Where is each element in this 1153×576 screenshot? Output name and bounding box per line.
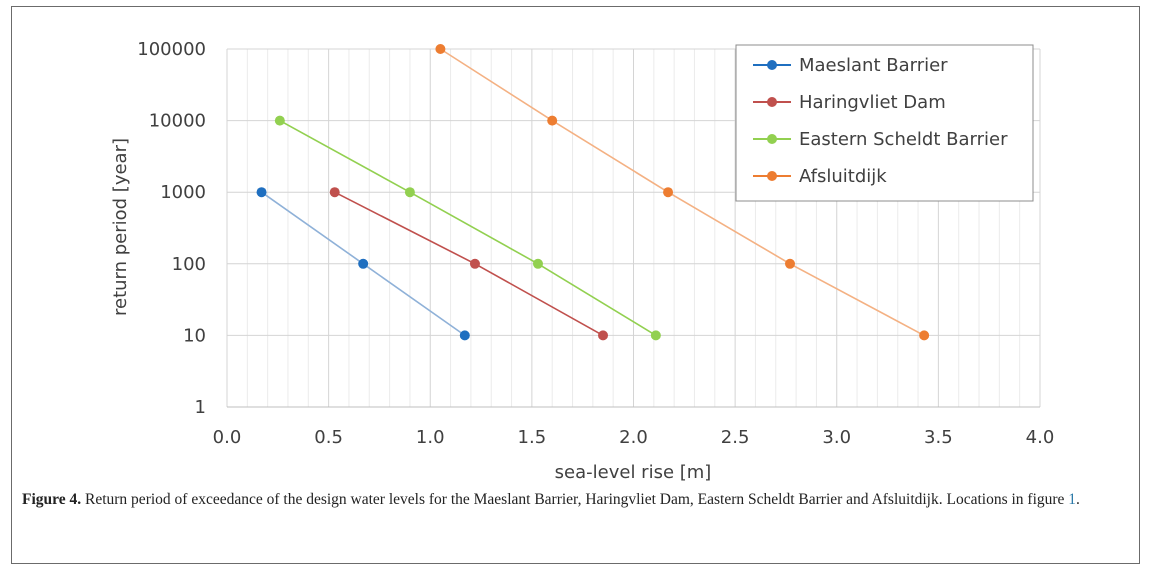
x-tick-label: 1.5 (518, 427, 547, 448)
caption-end: . (1076, 491, 1080, 508)
figure-frame (11, 6, 1140, 564)
series-group (256, 44, 930, 341)
y-tick-label: 100 (172, 254, 206, 275)
legend: Maeslant Barrier Haringvliet Dam Eastern S… (735, 44, 1034, 202)
caption-figure-link[interactable]: 1 (1068, 491, 1077, 508)
y-tick-label: 1000 (160, 182, 206, 203)
caption-text: Return period of exceedance of the desig… (81, 491, 1069, 508)
legend-label: Afsluitdijk (799, 166, 887, 187)
x-axis-label: sea-level rise [m] (555, 462, 712, 483)
y-tick-label: 100000 (137, 39, 206, 60)
y-tick-label: 10 (183, 325, 206, 346)
x-tick-label: 0.5 (314, 427, 343, 448)
legend-marker (767, 134, 777, 144)
data-point (663, 187, 674, 198)
legend-marker (767, 60, 777, 70)
legend-label: Maeslant Barrier (799, 55, 948, 76)
data-point (919, 330, 930, 341)
data-point (256, 187, 267, 198)
legend-label: Haringvliet Dam (799, 92, 946, 113)
grid (226, 48, 1041, 408)
y-axis-label: return period [year] (110, 138, 131, 316)
series-1 (329, 187, 609, 341)
data-point (785, 258, 796, 269)
data-point (650, 330, 661, 341)
y-tick-label: 10000 (149, 111, 206, 132)
x-tick-label: 2.5 (721, 427, 750, 448)
data-point (469, 258, 480, 269)
return-period-chart: 0.0 0.5 1.0 1.5 2.0 2.5 3.0 3.5 4.0 100000100001… (110, 39, 1055, 483)
data-point (404, 187, 415, 198)
x-tick-label: 4.0 (1026, 427, 1055, 448)
series-3 (435, 44, 930, 341)
y-tick-labels: 100000 10000 1000 100 10 1 (137, 39, 206, 418)
x-tick-label: 3.0 (822, 427, 851, 448)
data-point (459, 330, 470, 341)
data-point (358, 258, 369, 269)
data-point (598, 330, 609, 341)
series-2 (274, 115, 661, 341)
x-tick-label: 0.0 (213, 427, 242, 448)
x-tick-label: 2.0 (619, 427, 648, 448)
caption-lead: Figure 4. (22, 491, 82, 508)
data-point (435, 44, 446, 54)
y-tick-label: 1 (195, 397, 206, 418)
data-point (329, 187, 340, 198)
data-point (532, 258, 543, 269)
legend-marker (767, 171, 777, 181)
legend-marker (767, 97, 777, 107)
series-line (279, 119, 657, 337)
data-point (274, 115, 285, 126)
series-0 (256, 187, 470, 341)
x-tick-labels: 0.0 0.5 1.0 1.5 2.0 2.5 3.0 3.5 4.0 (213, 427, 1055, 448)
x-tick-label: 1.0 (416, 427, 445, 448)
figure-caption: Figure 4. Return period of exceedance of… (22, 490, 1132, 510)
legend-label: Eastern Scheldt Barrier (799, 129, 1008, 150)
x-tick-label: 3.5 (924, 427, 953, 448)
data-point (547, 115, 558, 126)
